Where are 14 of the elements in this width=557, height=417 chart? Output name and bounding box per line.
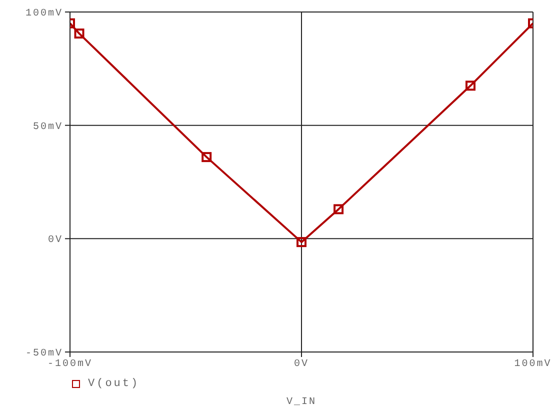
x-tick-label: 0V — [294, 359, 310, 370]
y-tick-label: 100mV — [25, 8, 63, 20]
point — [296, 237, 306, 248]
point — [334, 204, 344, 214]
y-tick-label: 50mV — [32, 122, 63, 133]
y-tick-label: 0V — [48, 235, 63, 246]
legend-label: V(out) — [88, 378, 140, 390]
point — [74, 28, 84, 39]
x-axis-title: V_IN — [286, 397, 317, 408]
point — [202, 152, 212, 162]
point — [465, 80, 476, 91]
x-tick-label: 100mV — [514, 359, 552, 370]
x-tick-label: -100mV — [47, 359, 93, 370]
y-tick-label: -50mV — [25, 348, 63, 360]
